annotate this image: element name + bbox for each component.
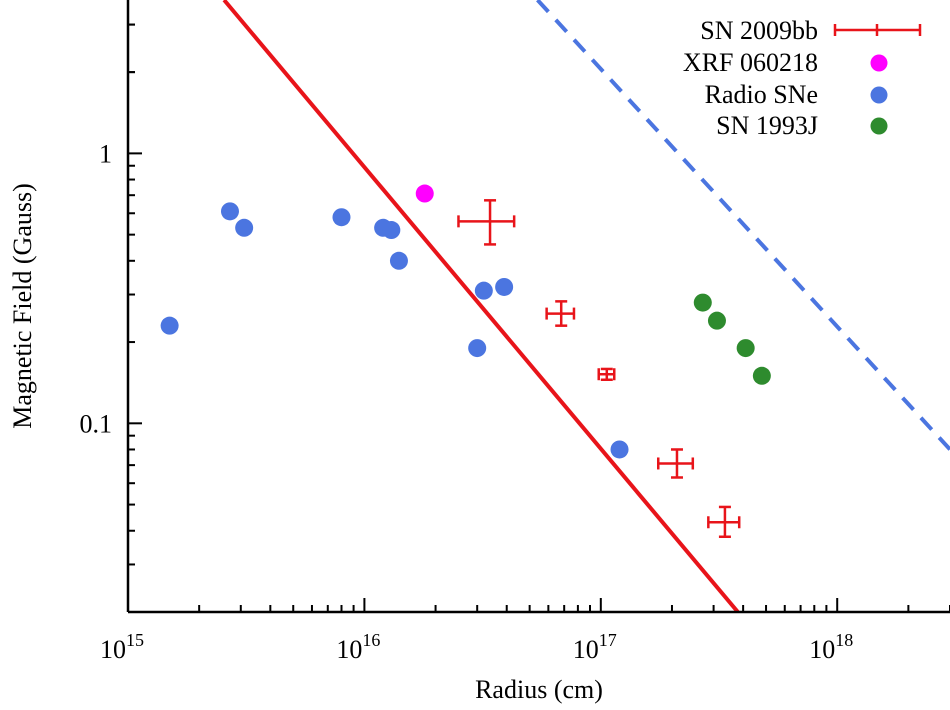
data-point: [332, 208, 351, 227]
data-point: [693, 293, 712, 312]
dashed-model-line: [536, 0, 950, 451]
data-point: [474, 281, 493, 300]
errorbar-point: [657, 448, 695, 479]
data-point: [220, 202, 239, 221]
data-point: [752, 366, 771, 385]
errorbar-point: [707, 505, 741, 539]
data-point: [610, 440, 629, 459]
x-tick-label: 1016: [336, 630, 380, 664]
plot-area: [160, 0, 950, 612]
x-tick-label: 1018: [809, 630, 853, 664]
y-axis-title: Magnetic Field (Gauss): [8, 183, 37, 429]
series-radio-sne: [160, 202, 629, 459]
errorbar-point: [545, 300, 576, 327]
legend-marker: [870, 117, 888, 135]
x-tick-label: 1015: [100, 630, 144, 664]
x-axis-title: Radius (cm): [475, 675, 603, 704]
axes: 0.1 1 1015 1016 1017 1018 Radius (cm) Magnetic …: [8, 0, 950, 704]
data-point: [468, 339, 487, 358]
errorbar-point: [597, 367, 616, 382]
x-tick-label: 1017: [573, 630, 617, 664]
legend-label: SN 1993J: [716, 111, 818, 140]
series-sn-1993j: [693, 293, 771, 385]
data-point: [415, 184, 434, 203]
data-point: [160, 316, 179, 335]
legend-marker: [870, 86, 888, 104]
data-point: [235, 218, 254, 237]
errorbar-point: [457, 199, 516, 246]
data-point: [495, 277, 514, 296]
data-point: [707, 311, 726, 330]
data-point: [736, 339, 755, 358]
legend-label: Radio SNe: [705, 80, 818, 109]
y-tick-label: 0.1: [80, 409, 113, 438]
legend-errorbar-symbol: [833, 24, 922, 36]
legend-label: SN 2009bb: [700, 16, 818, 45]
solid-model-line: [222, 0, 740, 612]
data-point: [382, 221, 401, 240]
series-xrf-060218: [415, 184, 434, 203]
y-tick-label: 1: [99, 139, 112, 168]
series-sn-2009bb: [457, 199, 741, 539]
legend-label: XRF 060218: [683, 48, 818, 77]
data-point: [389, 251, 408, 270]
legend-marker: [870, 54, 888, 72]
